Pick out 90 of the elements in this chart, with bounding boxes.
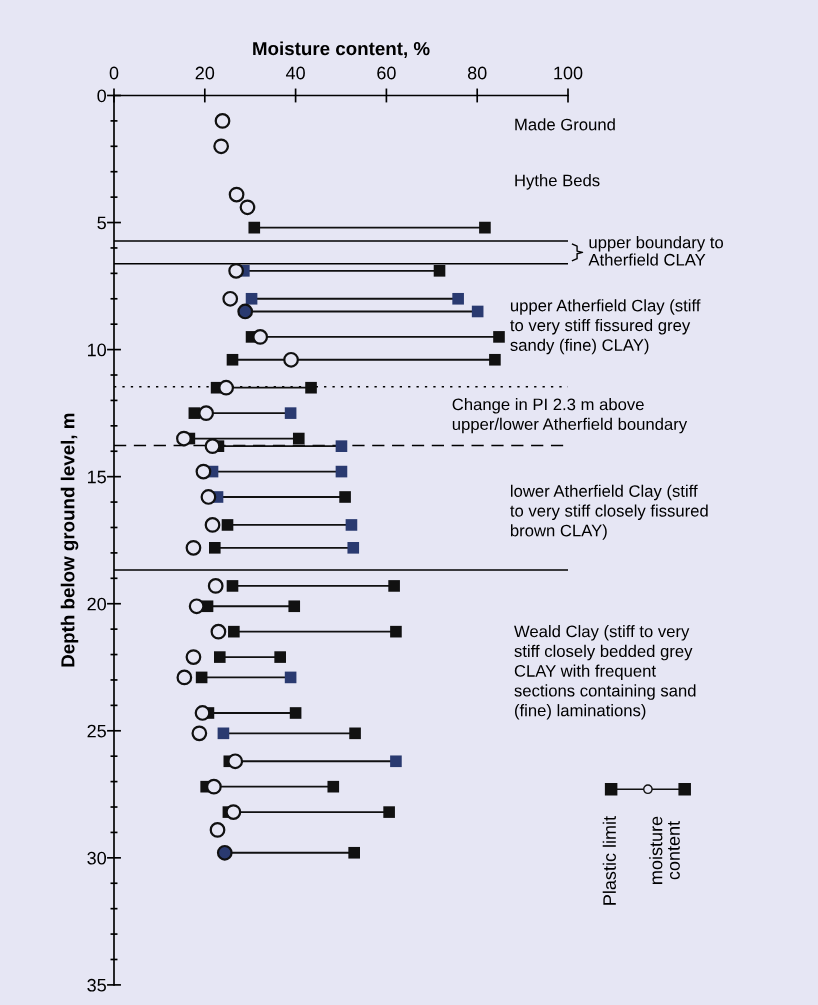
point (339, 491, 351, 503)
point (228, 262, 244, 279)
annotation: lower Atherfield Clay (stiff to very stiff closely fissured brown CLAY) (510, 484, 708, 540)
point (471, 305, 484, 318)
point (252, 329, 269, 345)
point (383, 806, 395, 818)
y-tick-label: 15 (88, 470, 106, 484)
y-axis-title: Depth below ground level, m (60, 413, 79, 667)
point (335, 465, 348, 478)
point (209, 822, 226, 838)
y-tick-label: 30 (87, 851, 106, 865)
point (479, 221, 491, 234)
point (188, 598, 205, 615)
point (327, 780, 340, 793)
x-tick-label: 100 (554, 66, 583, 80)
point (288, 600, 301, 613)
point (493, 331, 505, 343)
point (194, 705, 211, 721)
point (305, 381, 317, 394)
annotation: Hythe Beds (515, 174, 600, 190)
y-tick-label: 0 (97, 89, 106, 103)
point (347, 542, 360, 554)
x-tick-label: 80 (467, 66, 487, 80)
point (228, 186, 245, 203)
x-tick-label: 60 (377, 66, 396, 80)
point (226, 353, 239, 366)
annotation: Made Ground (515, 118, 615, 131)
point (228, 625, 240, 638)
point (283, 351, 299, 368)
x-tick-label: 20 (195, 66, 215, 80)
annotation: Change in PI 2.3 m above upper/lower Atherfield boundary (452, 398, 688, 434)
point (185, 649, 202, 665)
point (225, 804, 242, 820)
point (216, 844, 233, 861)
x-axis-title: Moisture content, % (253, 41, 430, 58)
point (284, 407, 297, 419)
point (335, 440, 348, 452)
point (195, 463, 212, 480)
point (191, 725, 208, 742)
point (226, 580, 239, 592)
point (214, 113, 231, 129)
point (237, 303, 254, 320)
point (195, 671, 208, 684)
point (217, 727, 230, 740)
point (207, 578, 224, 594)
point (208, 542, 221, 554)
text: upper boundary to Atherfield CLAY (588, 236, 724, 266)
y-tick-label: 10 (88, 343, 106, 357)
point (188, 407, 201, 419)
point (349, 727, 361, 740)
point (292, 432, 305, 445)
point (284, 671, 297, 684)
text: moisture content (649, 816, 680, 884)
annotation: Weald Clay (stiff to very stiff closely bedded grey CLAY with frequent sections containing sand (fine) laminations) (514, 625, 696, 720)
y-tick-label: 25 (87, 724, 106, 738)
point (210, 623, 227, 640)
legend-label: Plastic limit (602, 816, 616, 905)
point (200, 489, 217, 505)
point (239, 199, 256, 216)
point (218, 379, 235, 396)
y-tick-label: 35 (87, 978, 106, 992)
point (289, 707, 302, 719)
point (274, 651, 286, 663)
point (204, 517, 221, 533)
point (390, 625, 402, 638)
point (227, 753, 244, 770)
point (221, 519, 234, 531)
point (388, 580, 400, 592)
point (185, 539, 202, 556)
point (213, 651, 226, 663)
point (222, 290, 239, 307)
point (245, 292, 258, 305)
point (206, 778, 222, 795)
x-tick-label: 0 (109, 66, 119, 80)
point (345, 519, 358, 531)
point (176, 430, 192, 447)
point (489, 353, 501, 366)
point (204, 438, 221, 455)
point (390, 755, 402, 768)
point (433, 265, 446, 277)
y-tick-label: 5 (97, 216, 106, 230)
point (176, 669, 193, 686)
point (213, 138, 230, 155)
point (348, 846, 360, 859)
point (452, 292, 464, 305)
annotation: upper Atherfield Clay (stiff to very stiff fissured grey sandy (fine) CLAY) (510, 299, 701, 355)
x-tick-label: 40 (285, 66, 305, 80)
point (248, 221, 261, 234)
y-tick-label: 20 (87, 597, 106, 611)
point (198, 405, 215, 422)
